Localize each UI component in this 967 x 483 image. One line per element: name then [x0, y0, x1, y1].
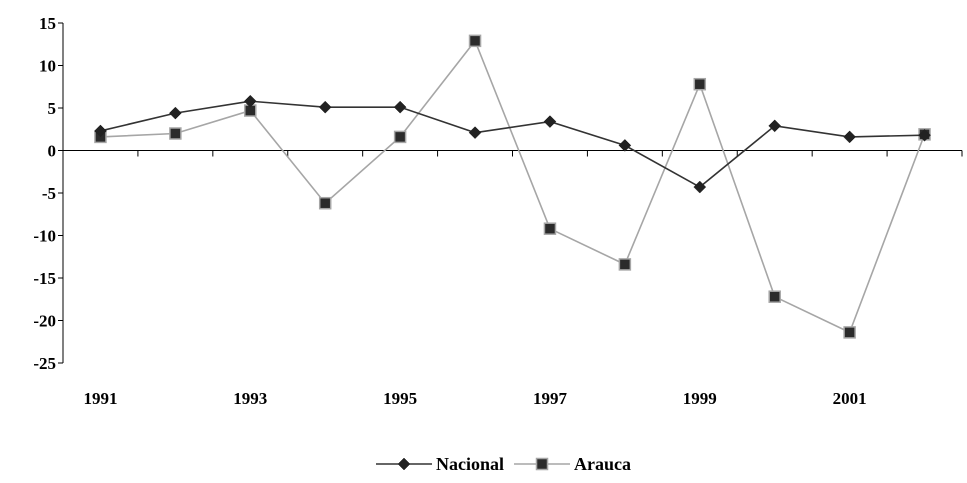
legend-label-arauca: Arauca — [574, 454, 631, 474]
series-nacional — [94, 94, 931, 194]
legend: Nacional Arauca — [376, 454, 631, 474]
series-line-arauca — [100, 39, 926, 334]
y-tick-label: -25 — [33, 354, 56, 373]
series-group — [94, 34, 931, 339]
legend-item-nacional: Nacional — [376, 454, 504, 474]
y-tick-label: -15 — [33, 269, 56, 288]
y-tick-label: 5 — [48, 99, 57, 118]
axes — [58, 22, 963, 364]
x-tick-label: 1993 — [233, 389, 267, 408]
data-point-nacional — [318, 100, 332, 114]
data-point-arauca — [843, 326, 856, 339]
data-point-nacional — [693, 180, 707, 194]
y-axis-tick-labels: 15 10 5 0 -5 -10 -15 -20 -25 — [33, 14, 56, 373]
x-tick-label: 2001 — [833, 389, 867, 408]
data-point-arauca — [169, 127, 182, 140]
data-point-nacional — [468, 126, 482, 140]
legend-item-arauca: Arauca — [514, 454, 631, 474]
x-tick-label: 1991 — [83, 389, 117, 408]
y-tick-label: -10 — [33, 227, 56, 246]
x-tick-label: 1997 — [533, 389, 568, 408]
data-point-arauca — [543, 222, 557, 235]
data-point-nacional — [618, 139, 632, 152]
legend-label-nacional: Nacional — [436, 454, 504, 474]
data-point-nacional — [768, 119, 782, 133]
data-point-arauca — [768, 290, 781, 303]
y-tick-label: 10 — [39, 57, 56, 76]
series-arauca — [94, 34, 931, 339]
legend-marker-nacional — [397, 457, 411, 471]
y-tick-label: 15 — [39, 14, 56, 33]
data-point-arauca — [393, 130, 407, 144]
data-point-nacional — [94, 124, 107, 138]
data-point-arauca — [693, 77, 707, 91]
y-tick-label: -5 — [42, 184, 56, 203]
x-tick-label: 1999 — [683, 389, 717, 408]
data-point-nacional — [843, 130, 856, 144]
data-point-nacional — [918, 128, 931, 142]
data-point-nacional — [169, 106, 182, 120]
data-point-arauca — [468, 34, 482, 48]
y-tick-label: 0 — [48, 142, 57, 161]
series-line-nacional — [100, 100, 925, 189]
data-point-nacional — [543, 115, 557, 128]
data-point-arauca — [318, 196, 332, 210]
y-tick-label: -20 — [33, 312, 56, 331]
x-tick-label: 1995 — [383, 389, 417, 408]
legend-marker-arauca — [535, 457, 549, 471]
data-point-nacional — [393, 100, 407, 114]
data-point-nacional — [243, 94, 257, 108]
data-point-arauca — [618, 258, 632, 271]
x-axis-tick-labels: 1991 1993 1995 1997 1999 2001 — [83, 389, 866, 408]
